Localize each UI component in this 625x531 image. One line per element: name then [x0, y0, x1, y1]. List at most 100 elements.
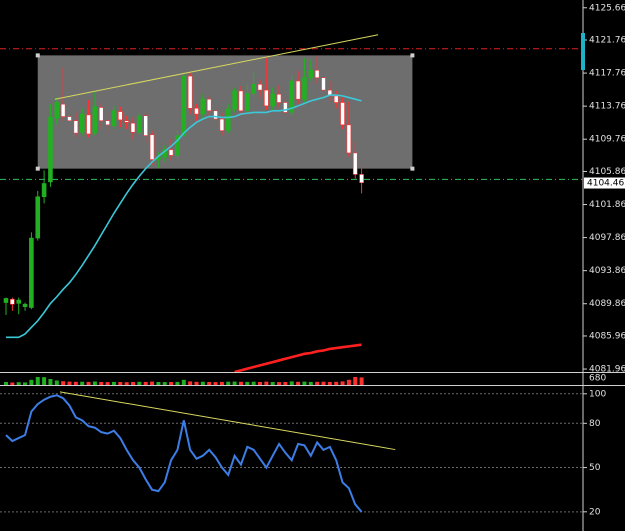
candle-body	[41, 183, 47, 198]
volume-bar	[92, 381, 97, 385]
volume-bar	[137, 381, 142, 385]
volume-bar	[48, 379, 53, 385]
volume-bar	[131, 382, 135, 385]
volume-bar	[270, 382, 275, 385]
candle-body	[98, 107, 104, 121]
volume-bar	[188, 381, 193, 385]
volume-bar	[353, 377, 358, 385]
candle-body	[181, 75, 187, 136]
volume-bar	[296, 381, 301, 385]
volume-bar	[54, 380, 59, 385]
candle-body	[92, 106, 98, 134]
candle-body	[16, 299, 22, 304]
candle-body	[118, 111, 123, 121]
y-tick-label: 4081.96	[589, 365, 625, 375]
y-tick-label: 80	[589, 419, 601, 429]
volume-bar	[35, 377, 40, 385]
rectangle-handle	[35, 53, 40, 58]
y-tick-label: 4117.76	[589, 69, 625, 79]
y-tick-label: 4089.86	[589, 299, 625, 309]
volume-bar	[277, 382, 282, 385]
candle-body	[168, 149, 174, 156]
volume-bar	[289, 381, 294, 385]
candle-body	[314, 69, 320, 79]
volume-bar	[23, 382, 28, 385]
volume-bar	[251, 381, 256, 385]
volume-bar	[118, 382, 123, 385]
scroll-marker	[581, 33, 585, 70]
volume-bar	[194, 381, 199, 385]
candle-body	[105, 120, 110, 126]
candle-body	[48, 117, 53, 183]
volume-bar	[150, 381, 155, 385]
volume-bar	[99, 382, 104, 385]
candle-body	[346, 124, 352, 154]
y-tick-label: 100	[589, 389, 606, 399]
volume-bar	[238, 381, 243, 385]
volume-bar	[105, 382, 110, 385]
candle-body	[213, 110, 218, 120]
candle-body	[130, 122, 136, 133]
volume-bar	[4, 382, 8, 385]
candle-body	[289, 80, 295, 113]
candle-body	[232, 90, 237, 110]
candle-body	[60, 103, 66, 117]
candle-body	[35, 196, 41, 239]
volume-bar	[334, 381, 339, 385]
candle-body	[29, 237, 34, 308]
candle-body	[200, 98, 206, 115]
current-price-label: 4104.46	[587, 179, 624, 189]
volume-bar	[308, 381, 313, 385]
volume-bar	[327, 382, 332, 385]
candle-body	[276, 93, 282, 103]
volume-bar	[67, 381, 72, 385]
candle-body	[111, 110, 117, 126]
candle-body	[321, 77, 326, 91]
candle-body	[270, 93, 276, 107]
volume-bar	[200, 381, 205, 385]
candle-body	[225, 108, 231, 131]
candle-body	[10, 298, 15, 305]
volume-bar	[283, 382, 288, 385]
volume-bar	[245, 381, 250, 385]
candle-body	[22, 303, 28, 307]
y-tick-label: 50	[589, 463, 601, 473]
candle-body	[308, 69, 314, 79]
volume-bar	[10, 382, 15, 385]
volume-bar	[73, 381, 78, 385]
rectangle-handle	[410, 53, 415, 58]
candle-body	[67, 116, 72, 121]
ma-fast-line	[6, 94, 362, 339]
candle-body	[175, 135, 180, 156]
volume-bar	[226, 381, 231, 385]
candle-body	[137, 115, 142, 133]
y-tick-label: 4109.76	[589, 135, 625, 145]
candle-body	[352, 152, 358, 175]
ma-slow-line	[234, 343, 362, 374]
volume-bar	[340, 381, 345, 385]
volume-bar	[169, 382, 174, 385]
candle-body	[3, 298, 9, 303]
candle-body	[219, 118, 225, 131]
volume-bar	[315, 381, 320, 385]
candle-body	[238, 90, 244, 112]
volume-bar	[213, 382, 218, 385]
volume-bar	[61, 381, 66, 385]
y-tick-label: 4085.96	[589, 331, 625, 341]
volume-bar	[264, 381, 269, 385]
candle-body	[143, 115, 148, 136]
candle-body	[302, 77, 307, 100]
y-tick-label: 4097.86	[589, 233, 625, 243]
volume-bar	[42, 377, 47, 385]
candle-body	[257, 84, 263, 91]
rectangle-handle	[35, 166, 40, 171]
candle-body	[245, 93, 250, 112]
y-tick-label: 20	[589, 507, 601, 517]
volume-bar	[86, 381, 91, 385]
candle-body	[264, 89, 269, 107]
volume-bar	[29, 379, 34, 385]
volume-bar	[156, 382, 161, 385]
volume-bar	[80, 381, 85, 385]
volume-bar	[124, 382, 129, 385]
candle-body	[251, 84, 256, 94]
